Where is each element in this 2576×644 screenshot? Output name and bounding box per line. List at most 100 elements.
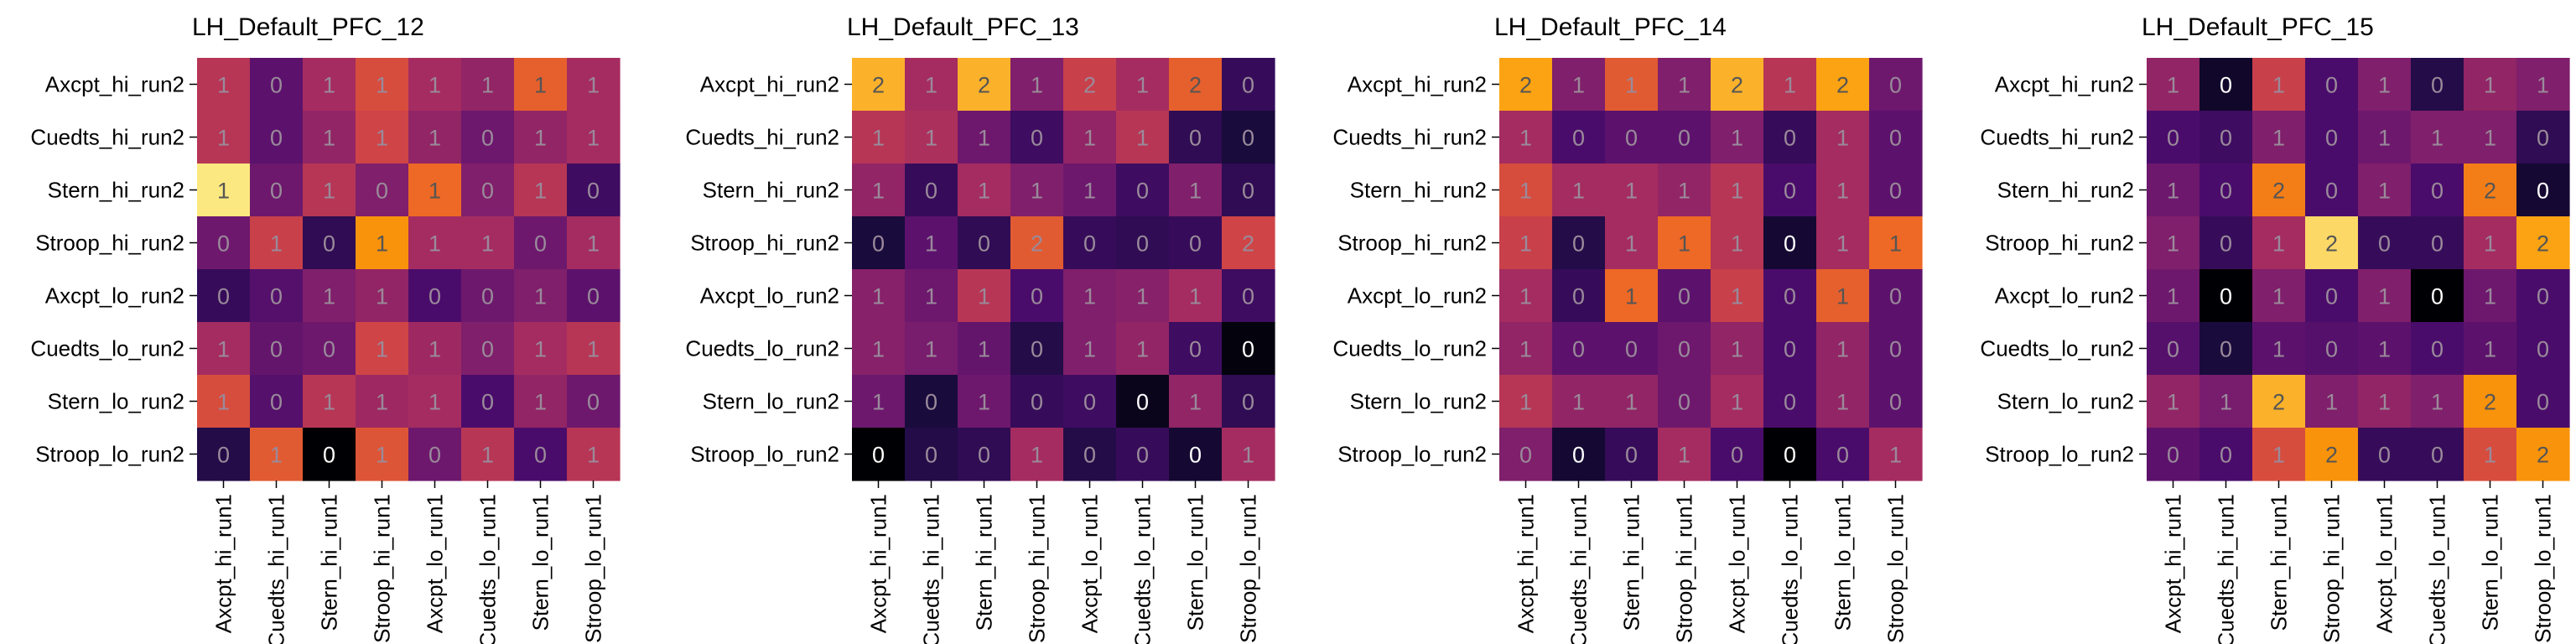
cell-annotation: 1 xyxy=(1836,284,1849,309)
cell-annotation: 0 xyxy=(1083,443,1096,468)
cell-annotation: 0 xyxy=(1784,443,1796,468)
chart-title: LH_Default_PFC_14 xyxy=(1494,13,1727,41)
heatmap-cell xyxy=(2516,216,2570,270)
y-tick-label: Stern_hi_run2 xyxy=(1997,178,2134,203)
cell-annotation: 0 xyxy=(481,284,494,309)
heatmap-cell xyxy=(2199,428,2253,481)
cell-annotation: 0 xyxy=(1083,231,1096,257)
heatmap-cell xyxy=(1010,216,1064,270)
cell-annotation: 1 xyxy=(2378,179,2391,204)
cell-annotation: 0 xyxy=(534,231,547,257)
heatmap-cell xyxy=(1763,111,1817,164)
cell-annotation: 1 xyxy=(1083,126,1096,151)
cell-annotation: 0 xyxy=(1242,390,1254,415)
cell-annotation: 1 xyxy=(1519,126,1532,151)
cell-annotation: 0 xyxy=(1784,126,1796,151)
heatmap-cell xyxy=(905,428,958,481)
cell-annotation: 2 xyxy=(1031,231,1043,257)
heatmap-cell xyxy=(356,216,409,270)
heatmap-cell xyxy=(197,322,251,376)
heatmap-cell xyxy=(1605,216,1659,270)
heatmap-cell xyxy=(356,428,409,481)
cell-annotation: 0 xyxy=(2431,231,2444,257)
heatmap-cell xyxy=(2464,216,2517,270)
heatmap-cell xyxy=(567,216,621,270)
y-tick-label: Axcpt_hi_run2 xyxy=(700,72,839,97)
cell-annotation: 1 xyxy=(1836,231,1849,257)
heatmap-cell xyxy=(852,428,906,481)
heatmap-cell xyxy=(2516,164,2570,217)
x-tick-label: Cuedts_lo_run1 xyxy=(475,494,501,644)
heatmap-cell xyxy=(567,428,621,481)
cell-annotation: 1 xyxy=(2272,73,2285,98)
cell-annotation: 1 xyxy=(323,390,335,415)
y-tick-label: Cuedts_hi_run2 xyxy=(30,125,184,150)
y-tick-label: Stern_lo_run2 xyxy=(48,389,184,414)
cell-annotation: 0 xyxy=(1519,443,1532,468)
y-tick-label: Cuedts_lo_run2 xyxy=(685,336,839,361)
cell-annotation: 1 xyxy=(1836,126,1849,151)
heatmap-cell xyxy=(1605,111,1659,164)
cell-annotation: 1 xyxy=(1519,390,1532,415)
cell-annotation: 1 xyxy=(217,126,230,151)
heatmap-cell xyxy=(1010,164,1064,217)
heatmap-cell xyxy=(567,322,621,376)
heatmap-cell xyxy=(1169,322,1223,376)
cell-annotation: 1 xyxy=(978,179,990,204)
cell-annotation: 2 xyxy=(978,73,990,98)
cell-annotation: 0 xyxy=(534,443,547,468)
heatmap-cell xyxy=(2199,269,2253,323)
heatmap-cell xyxy=(1816,322,1870,376)
heatmap-cell xyxy=(1711,164,1764,217)
heatmap-cell xyxy=(514,111,568,164)
heatmap-cell xyxy=(2147,428,2200,481)
cell-annotation: 0 xyxy=(1136,443,1149,468)
cell-annotation: 1 xyxy=(1189,284,1202,309)
heatmap-cell xyxy=(197,164,251,217)
cell-annotation: 0 xyxy=(2431,284,2444,309)
cell-annotation: 1 xyxy=(2484,73,2496,98)
cell-annotation: 1 xyxy=(2484,126,2496,151)
heatmap-cell xyxy=(2199,111,2253,164)
cell-annotation: 1 xyxy=(534,390,547,415)
heatmap-cell xyxy=(461,58,515,112)
heatmap-cell xyxy=(1010,269,1064,323)
heatmap-cell xyxy=(1552,216,1606,270)
heatmap-cell xyxy=(514,164,568,217)
heatmap-cell xyxy=(852,216,906,270)
heatmap-cell xyxy=(1605,375,1659,428)
cell-annotation: 1 xyxy=(2484,443,2496,468)
heatmap-cell xyxy=(461,375,515,428)
cell-annotation: 2 xyxy=(2484,179,2496,204)
heatmap-cell xyxy=(567,164,621,217)
cell-annotation: 0 xyxy=(2220,126,2232,151)
cell-annotation: 0 xyxy=(1572,126,1585,151)
cell-annotation: 1 xyxy=(925,126,937,151)
cell-annotation: 0 xyxy=(2537,337,2549,362)
heatmap-cell xyxy=(1222,428,1275,481)
heatmap-cell xyxy=(197,216,251,270)
cell-annotation: 1 xyxy=(1625,73,1638,98)
y-tick-label: Stern_hi_run2 xyxy=(703,178,839,203)
cell-annotation: 0 xyxy=(1731,443,1743,468)
heatmap-cell xyxy=(2358,375,2412,428)
heatmap-cell xyxy=(2411,216,2464,270)
cell-annotation: 1 xyxy=(872,179,885,204)
heatmap-cell xyxy=(1499,58,1553,112)
cell-annotation: 0 xyxy=(2220,73,2232,98)
cell-annotation: 0 xyxy=(1136,390,1149,415)
cell-annotation: 2 xyxy=(2325,443,2338,468)
heatmap-cell xyxy=(250,375,304,428)
cell-annotation: 1 xyxy=(925,73,937,98)
heatmap-cell xyxy=(461,269,515,323)
heatmap-cell xyxy=(2252,111,2306,164)
heatmap-cell xyxy=(1116,111,1170,164)
cell-annotation: 1 xyxy=(1083,284,1096,309)
cell-annotation: 1 xyxy=(2272,284,2285,309)
cell-annotation: 1 xyxy=(2272,231,2285,257)
cell-annotation: 1 xyxy=(1083,179,1096,204)
heatmap-cell xyxy=(2411,58,2464,112)
cell-annotation: 1 xyxy=(534,284,547,309)
heatmap-cell xyxy=(2199,58,2253,112)
cell-annotation: 1 xyxy=(1625,284,1638,309)
